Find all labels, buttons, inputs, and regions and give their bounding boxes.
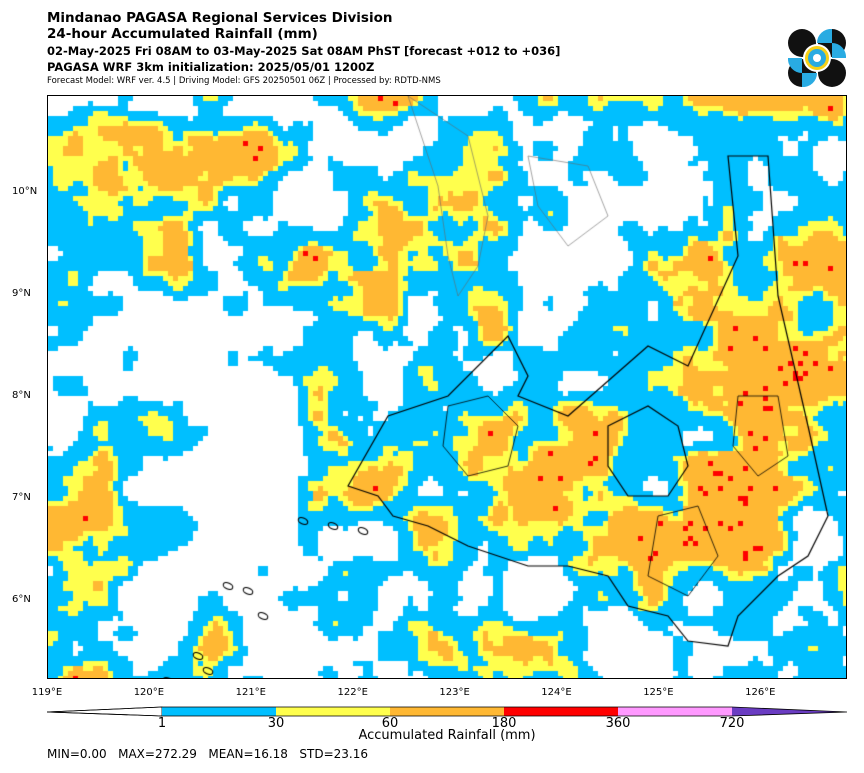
rainfall-map xyxy=(47,95,847,679)
colorbar-tick-label: 720 xyxy=(719,716,745,731)
colorbar-segment-360-720 xyxy=(618,707,732,716)
latitude-label: 9°N xyxy=(12,288,31,299)
colorbar-tick-label: 1 xyxy=(157,716,167,731)
latitude-label: 6°N xyxy=(12,594,31,605)
longitude-label: 124°E xyxy=(541,687,572,698)
colorbar-segment-180-360 xyxy=(504,707,618,716)
latitude-label: 10°N xyxy=(12,186,38,197)
rainfall-colorbar xyxy=(47,706,847,717)
colorbar-segment-1-30 xyxy=(162,707,276,716)
rainfall-field xyxy=(48,96,846,678)
statistics-line: MIN=0.00 MAX=272.29 MEAN=16.18 STD=23.16 xyxy=(47,747,368,761)
colorbar-tick-label: 30 xyxy=(267,716,285,731)
longitude-label: 121°E xyxy=(235,687,266,698)
model-info: Forecast Model: WRF ver. 4.5 | Driving M… xyxy=(47,76,441,86)
latitude-label: 8°N xyxy=(12,390,31,401)
forecast-period: 02-May-2025 Fri 08AM to 03-May-2025 Sat … xyxy=(47,44,561,58)
stat-mean: MEAN=16.18 xyxy=(208,747,288,761)
colorbar-tick-label: 60 xyxy=(381,716,399,731)
longitude-label: 125°E xyxy=(643,687,674,698)
stat-std: STD=23.16 xyxy=(299,747,368,761)
colorbar-above-range xyxy=(732,707,847,716)
colorbar-title: Accumulated Rainfall (mm) xyxy=(358,728,536,743)
latitude-label: 7°N xyxy=(12,492,31,503)
stat-max: MAX=272.29 xyxy=(118,747,197,761)
stat-min: MIN=0.00 xyxy=(47,747,107,761)
longitude-label: 123°E xyxy=(439,687,470,698)
longitude-label: 120°E xyxy=(133,687,165,698)
map-subtitle: 24-hour Accumulated Rainfall (mm) xyxy=(47,26,318,42)
longitude-label: 119°E xyxy=(31,687,63,698)
map-title: Mindanao PAGASA Regional Services Divisi… xyxy=(47,10,393,26)
model-initialization: PAGASA WRF 3km initialization: 2025/05/0… xyxy=(47,60,375,74)
colorbar-segment-30-60 xyxy=(276,707,390,716)
longitude-label: 122°E xyxy=(337,687,368,698)
colorbar-tick-label: 180 xyxy=(491,716,517,731)
colorbar-segment-60-180 xyxy=(390,707,504,716)
pagasa-logo-icon xyxy=(788,29,846,87)
colorbar-tick-label: 360 xyxy=(605,716,631,731)
longitude-label: 126°E xyxy=(745,687,776,698)
